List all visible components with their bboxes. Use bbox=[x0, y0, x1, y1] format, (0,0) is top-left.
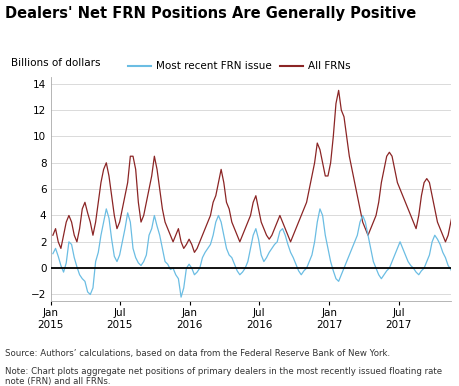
Text: Note: Chart plots aggregate net positions of primary dealers in the most recentl: Note: Chart plots aggregate net position… bbox=[5, 367, 441, 386]
Text: Source: Authors’ calculations, based on data from the Federal Reserve Bank of Ne: Source: Authors’ calculations, based on … bbox=[5, 349, 389, 358]
Text: Dealers' Net FRN Positions Are Generally Positive: Dealers' Net FRN Positions Are Generally… bbox=[5, 6, 415, 21]
Text: Billions of dollars: Billions of dollars bbox=[11, 58, 100, 68]
Legend: Most recent FRN issue, All FRNs: Most recent FRN issue, All FRNs bbox=[123, 57, 354, 76]
